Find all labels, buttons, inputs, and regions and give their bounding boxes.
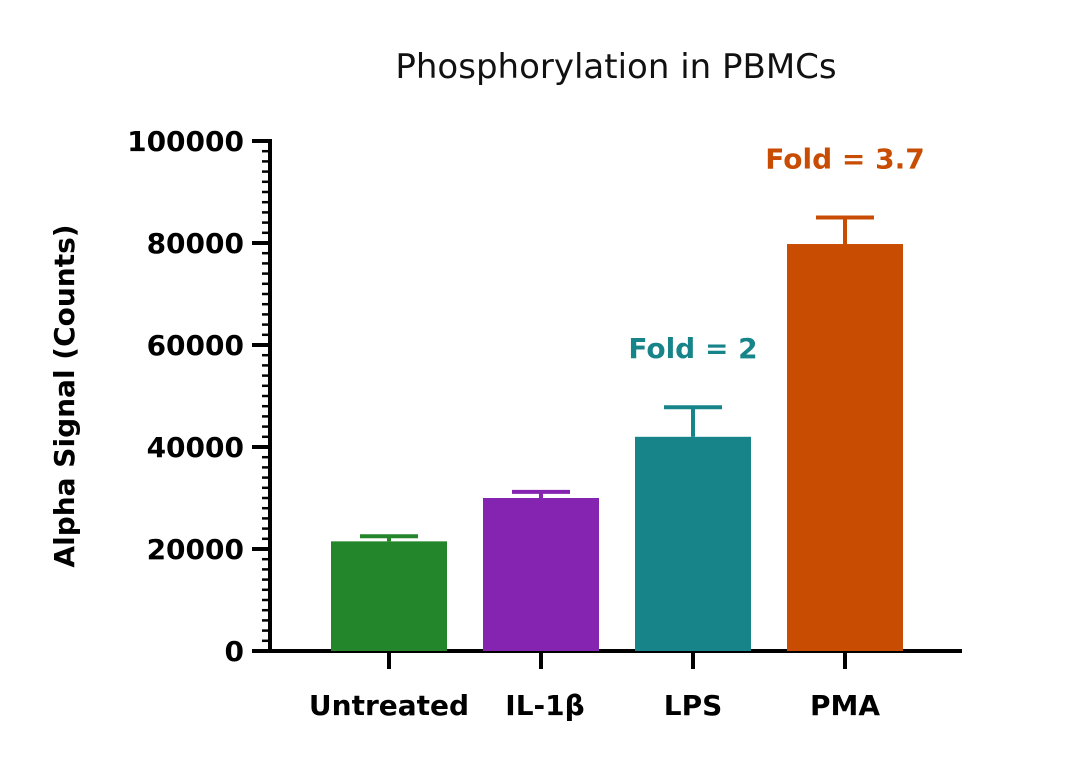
- chart-title: Phosphorylation in PBMCs: [395, 47, 836, 87]
- fold-annotation: Fold = 3.7: [765, 143, 924, 176]
- x-category-label: LPS: [664, 689, 723, 722]
- y-axis-label: Alpha Signal (Counts): [48, 224, 81, 567]
- x-category-label: Untreated: [309, 689, 469, 722]
- labels: Untreated IL-1β LPS PMA Fold = 2 Fold = 3.7: [309, 143, 925, 723]
- y-tick-label: 80000: [147, 227, 244, 260]
- y-tick-label: 0: [225, 635, 244, 668]
- y-tick-label: 40000: [147, 431, 244, 464]
- bars: [331, 244, 903, 651]
- x-category-label: IL-1β: [505, 689, 584, 722]
- bar-0: [331, 541, 447, 651]
- y-tick-label: 60000: [147, 329, 244, 362]
- bar-3: [787, 244, 903, 651]
- y-tick-label: 20000: [147, 533, 244, 566]
- bar-1: [483, 498, 599, 651]
- y-tick-label: 100000: [127, 125, 244, 158]
- x-category-label: PMA: [810, 689, 880, 722]
- bar-2: [635, 436, 751, 651]
- error-bars: [360, 215, 874, 542]
- fold-annotation: Fold = 2: [628, 332, 757, 365]
